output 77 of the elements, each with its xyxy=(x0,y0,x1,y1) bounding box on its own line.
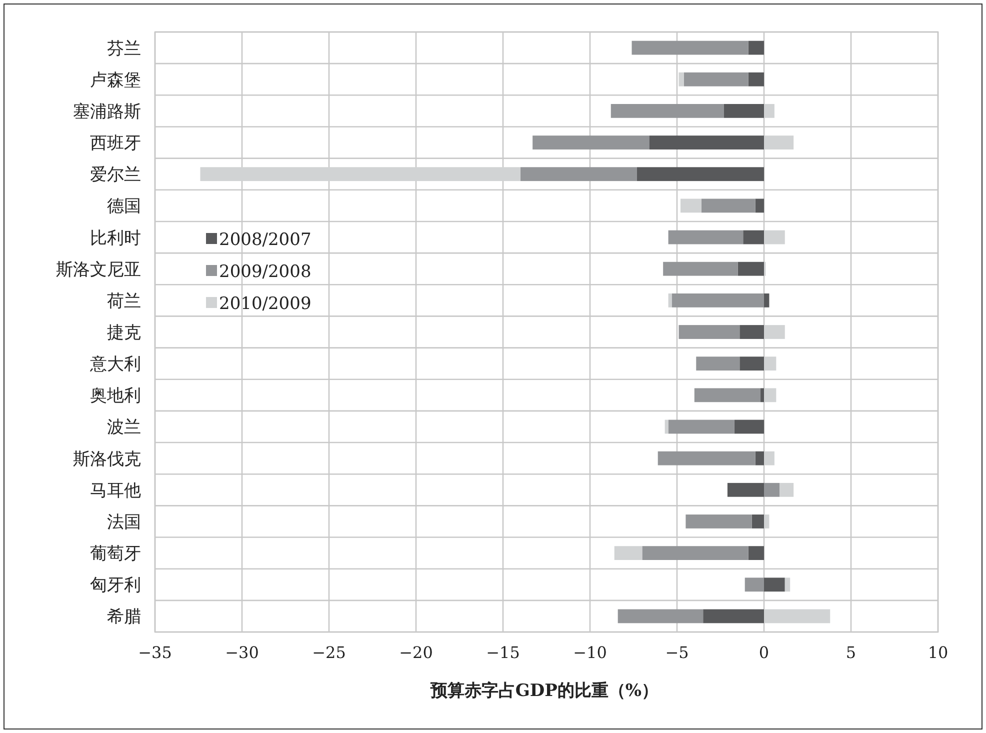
bar xyxy=(740,325,764,339)
bar xyxy=(738,262,764,276)
bar xyxy=(658,451,756,466)
bar xyxy=(696,356,740,371)
bar xyxy=(764,578,785,592)
bar xyxy=(743,230,764,244)
bar xyxy=(780,482,794,497)
bar xyxy=(764,293,770,308)
bar xyxy=(755,451,764,466)
bar xyxy=(668,420,734,434)
legend-label: 2008/2007 xyxy=(219,230,312,250)
bar xyxy=(744,578,764,592)
x-tick-label: −10 xyxy=(573,643,607,662)
y-tick-label: 卢森堡 xyxy=(90,70,141,90)
x-tick-label: −15 xyxy=(486,643,520,662)
bar xyxy=(752,514,764,528)
bar xyxy=(740,356,764,371)
bar xyxy=(532,136,650,150)
bar xyxy=(642,546,748,560)
y-tick-label: 奥地利 xyxy=(90,386,141,406)
bar xyxy=(686,514,752,528)
bar xyxy=(784,578,790,592)
bar xyxy=(760,388,764,402)
x-tick-label: −5 xyxy=(665,643,689,662)
legend-label: 2010/2009 xyxy=(219,294,312,314)
bar xyxy=(668,293,672,308)
legend-label: 2009/2008 xyxy=(219,262,312,282)
x-tick-label: −35 xyxy=(138,643,172,662)
bar xyxy=(618,609,704,624)
bar xyxy=(672,293,764,308)
bar xyxy=(755,198,764,213)
y-tick-label: 希腊 xyxy=(107,607,141,628)
bar xyxy=(748,40,764,55)
bar xyxy=(703,609,764,624)
y-tick-label: 马耳他 xyxy=(90,480,141,501)
y-tick-label: 芬兰 xyxy=(107,38,141,59)
y-tick-label: 葡萄牙 xyxy=(90,544,141,564)
bar xyxy=(701,198,756,213)
bar xyxy=(684,72,748,86)
bar xyxy=(664,420,668,434)
bar xyxy=(520,167,637,182)
x-tick-label: −25 xyxy=(312,643,346,662)
x-tick-label: −30 xyxy=(225,643,259,662)
bar xyxy=(734,420,764,434)
x-tick-label: 10 xyxy=(928,643,948,662)
y-tick-label: 斯洛文尼亚 xyxy=(56,260,141,280)
y-tick-label: 斯洛伐克 xyxy=(73,449,141,470)
y-tick-label: 德国 xyxy=(107,196,141,217)
y-tick-label: 意大利 xyxy=(89,354,141,375)
x-tick-label: −20 xyxy=(399,643,433,662)
bar xyxy=(636,167,764,182)
bar xyxy=(727,482,764,497)
bar xyxy=(678,325,740,339)
y-tick-label: 塞浦路斯 xyxy=(73,102,141,122)
bar xyxy=(663,262,738,276)
bar xyxy=(614,546,642,560)
bar xyxy=(764,482,780,497)
bar xyxy=(680,198,702,213)
x-axis-title: 预算赤字占GDP的比重（%） xyxy=(429,681,659,701)
bar xyxy=(748,72,764,86)
bar xyxy=(724,104,764,118)
bar xyxy=(649,136,764,150)
y-tick-label: 匈牙利 xyxy=(90,576,141,596)
y-tick-label: 西班牙 xyxy=(90,134,141,154)
x-tick-label: 5 xyxy=(846,643,856,662)
y-tick-label: 爱尔兰 xyxy=(90,165,141,186)
y-tick-label: 捷克 xyxy=(107,323,141,343)
bar xyxy=(694,388,761,402)
y-tick-label: 波兰 xyxy=(107,418,141,438)
y-tick-label: 比利时 xyxy=(90,228,141,248)
y-tick-label: 荷兰 xyxy=(107,291,141,312)
y-tick-label: 法国 xyxy=(107,512,141,532)
bar xyxy=(632,40,748,55)
x-tick-label: 0 xyxy=(758,643,770,662)
bar xyxy=(748,546,764,560)
bar xyxy=(610,104,724,118)
bar xyxy=(668,230,744,244)
